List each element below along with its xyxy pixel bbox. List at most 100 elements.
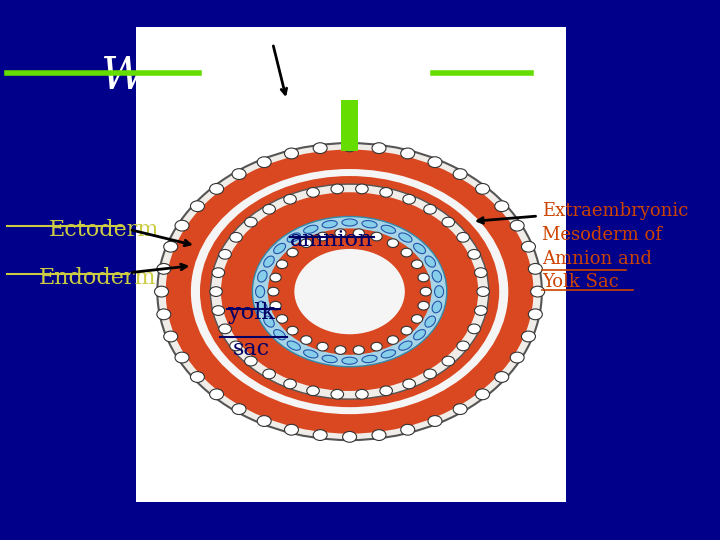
Circle shape [276,260,288,268]
Ellipse shape [381,350,395,358]
Circle shape [343,431,356,442]
Circle shape [401,248,413,257]
Circle shape [284,194,297,204]
Circle shape [210,184,489,399]
Circle shape [253,217,447,367]
Circle shape [531,286,544,297]
Ellipse shape [432,301,441,313]
Circle shape [402,379,415,389]
Circle shape [245,217,257,227]
Circle shape [221,192,478,391]
Circle shape [380,386,392,396]
Circle shape [294,249,405,334]
Ellipse shape [413,244,426,254]
Ellipse shape [425,316,436,327]
Circle shape [219,324,231,334]
Circle shape [313,143,327,153]
Ellipse shape [342,219,357,226]
Circle shape [428,157,442,167]
Circle shape [474,306,487,315]
Circle shape [232,168,246,179]
Text: Extraembryonic
Mesoderm of
Amnion and
Yolk Sac: Extraembryonic Mesoderm of Amnion and Yo… [542,202,688,291]
Circle shape [424,205,436,214]
Circle shape [157,143,542,440]
Circle shape [402,194,415,204]
Circle shape [356,184,368,194]
Circle shape [495,201,509,212]
Circle shape [284,424,299,435]
Ellipse shape [322,220,337,228]
Circle shape [476,184,490,194]
Text: Ectoderm: Ectoderm [49,219,159,241]
Circle shape [313,430,327,441]
Circle shape [317,342,328,351]
Circle shape [380,187,392,197]
Circle shape [453,168,467,179]
Circle shape [301,336,312,345]
Circle shape [371,232,382,241]
Ellipse shape [362,355,377,363]
Circle shape [210,389,224,400]
Circle shape [210,184,224,194]
Circle shape [372,430,386,441]
Ellipse shape [425,256,436,267]
Circle shape [331,389,343,399]
Ellipse shape [399,341,412,350]
Ellipse shape [256,286,265,298]
Circle shape [166,150,534,434]
Circle shape [521,331,536,342]
Circle shape [230,232,243,242]
Bar [136,27,567,502]
Circle shape [468,249,480,259]
Circle shape [428,416,442,427]
Circle shape [418,301,429,310]
Circle shape [477,287,490,296]
Circle shape [212,306,225,315]
Ellipse shape [274,244,286,254]
Circle shape [331,184,343,194]
Ellipse shape [264,256,274,267]
Circle shape [442,217,454,227]
Circle shape [371,342,382,351]
Circle shape [230,341,243,351]
Text: chorion: chorion [395,35,491,58]
Ellipse shape [274,329,286,340]
Circle shape [270,301,282,310]
Circle shape [221,192,478,391]
Circle shape [190,201,204,212]
Circle shape [442,356,454,366]
Circle shape [420,287,431,296]
Circle shape [284,379,297,389]
Circle shape [474,268,487,278]
Ellipse shape [435,286,444,298]
Ellipse shape [264,316,274,327]
Circle shape [257,157,271,167]
Circle shape [284,148,299,159]
Circle shape [268,287,279,296]
Circle shape [456,232,469,242]
Ellipse shape [362,220,377,228]
Circle shape [528,264,542,274]
Circle shape [263,369,276,379]
Circle shape [335,346,346,354]
Circle shape [343,141,356,152]
Circle shape [401,148,415,159]
Ellipse shape [432,271,441,282]
Circle shape [190,372,204,382]
Circle shape [411,315,423,323]
Circle shape [468,324,480,334]
Circle shape [257,416,271,427]
Circle shape [163,241,178,252]
Circle shape [232,404,246,415]
Circle shape [453,404,467,415]
Circle shape [418,273,429,282]
Circle shape [317,232,328,241]
Circle shape [307,386,320,396]
Circle shape [335,229,346,238]
Text: Week 2: Week 2 [102,54,266,97]
Ellipse shape [258,271,267,282]
Circle shape [287,326,298,335]
Circle shape [528,309,542,320]
Ellipse shape [399,233,412,242]
Circle shape [191,169,508,414]
